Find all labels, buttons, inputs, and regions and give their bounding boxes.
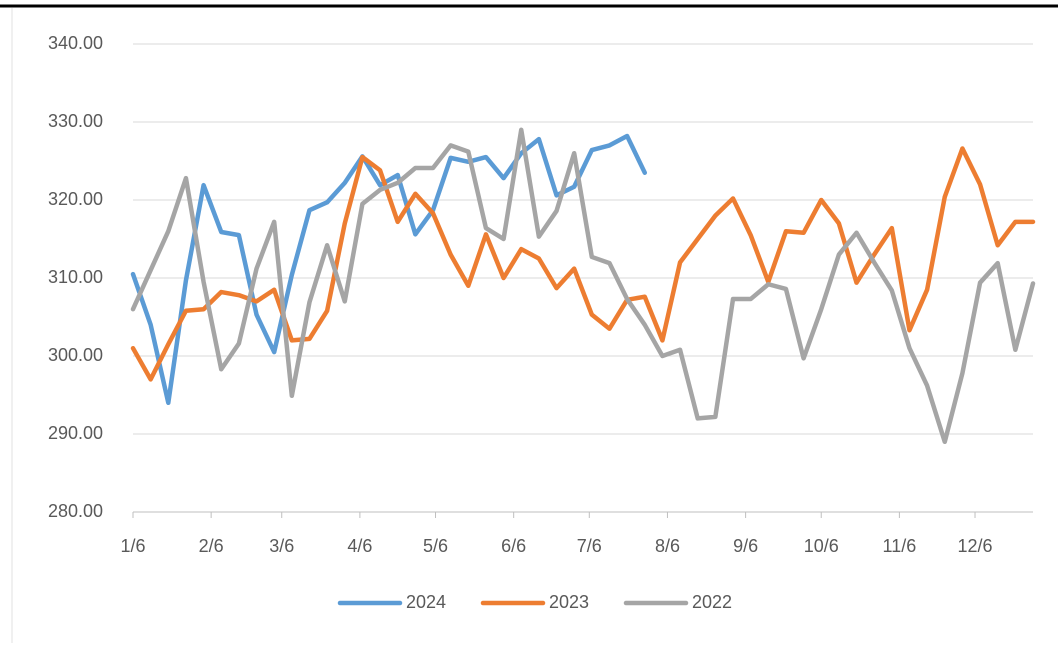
legend-label: 2023 xyxy=(549,592,589,612)
x-tick-label: 3/6 xyxy=(269,536,294,556)
series-line xyxy=(130,127,1036,445)
x-tick-label: 12/6 xyxy=(957,536,992,556)
y-tick-label: 320.00 xyxy=(48,189,103,209)
x-tick-label: 11/6 xyxy=(883,536,917,556)
x-tick-label: 8/6 xyxy=(655,536,680,556)
x-tick-label: 10/6 xyxy=(804,536,839,556)
x-tick-label: 4/6 xyxy=(347,536,372,556)
x-tick-label: 2/6 xyxy=(199,536,224,556)
y-tick-label: 300.00 xyxy=(48,345,103,365)
legend-label: 2022 xyxy=(692,592,732,612)
x-tick-label: 5/6 xyxy=(423,536,448,556)
legend-label: 2024 xyxy=(406,592,446,612)
x-tick-label: 1/6 xyxy=(120,536,145,556)
x-tick-label: 9/6 xyxy=(733,536,758,556)
y-tick-label: 340.00 xyxy=(48,33,103,53)
x-tick-label: 6/6 xyxy=(501,536,526,556)
y-tick-label: 290.00 xyxy=(48,423,103,443)
y-tick-label: 280.00 xyxy=(48,501,103,521)
x-tick-label: 7/6 xyxy=(577,536,602,556)
y-tick-label: 330.00 xyxy=(48,111,103,131)
y-tick-label: 310.00 xyxy=(48,267,103,287)
